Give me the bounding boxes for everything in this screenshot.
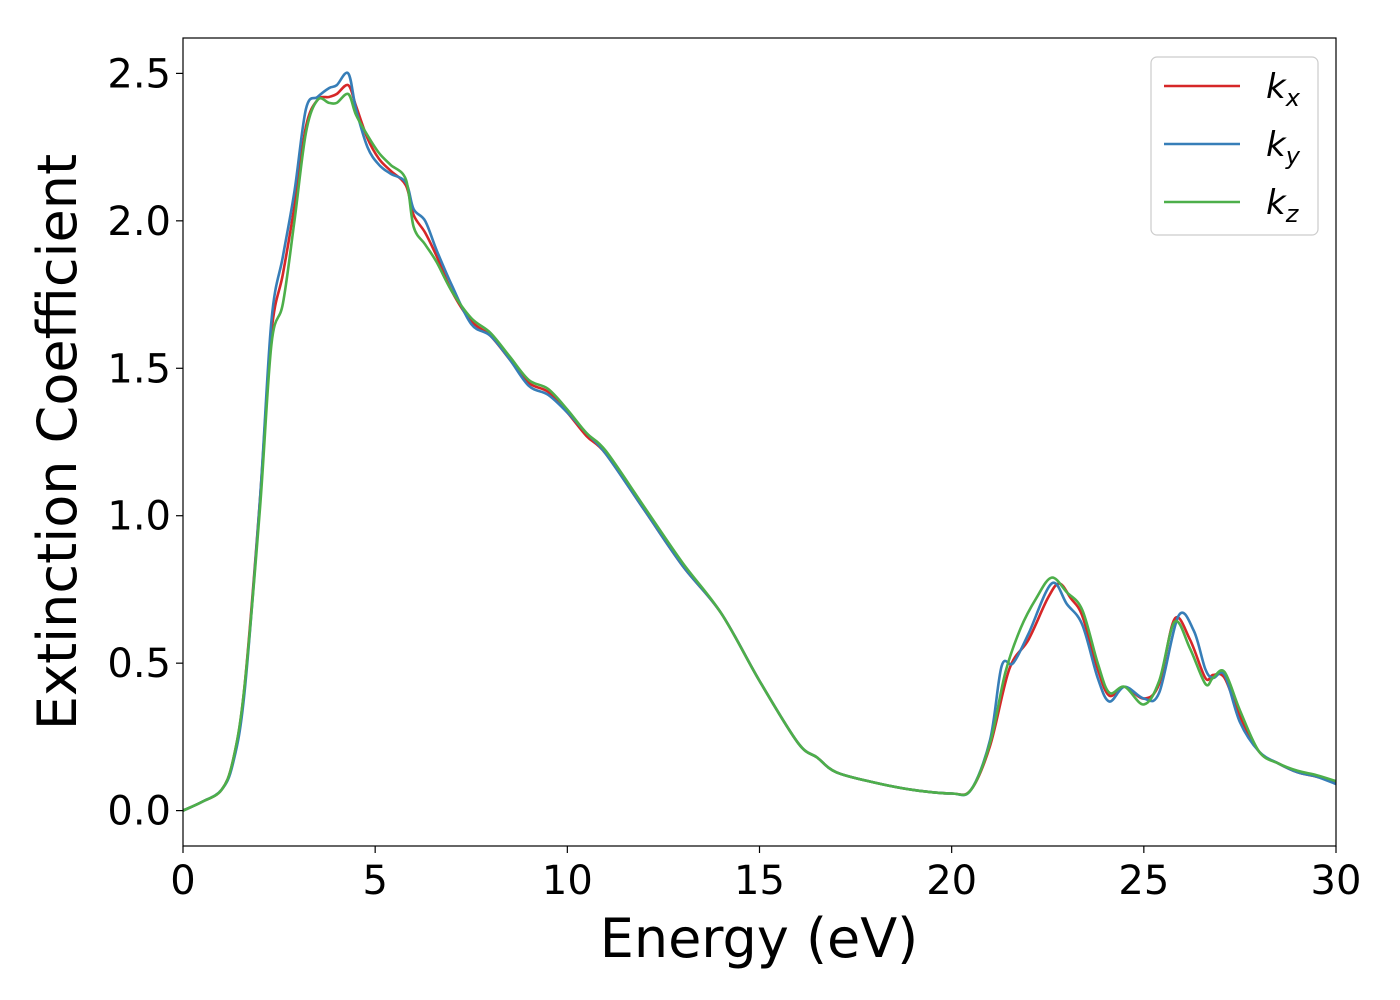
- y-tick-label: 0.0: [107, 789, 171, 835]
- series-layer: [183, 71, 1336, 812]
- y-tick-label: 1.5: [107, 346, 171, 392]
- x-tick-label: 30: [1311, 858, 1362, 904]
- x-axis: 0 5 10 15 20 25 30: [170, 846, 1361, 904]
- series-line-kz: [183, 92, 1336, 812]
- legend-label-kx: kx: [1266, 67, 1301, 112]
- y-tick-label: 0.5: [107, 641, 171, 687]
- x-tick-label: 5: [362, 858, 387, 904]
- x-tick-label: 20: [926, 858, 977, 904]
- x-tick-label: 10: [542, 858, 593, 904]
- legend-label-ky: ky: [1266, 125, 1301, 170]
- legend: kx ky kz: [1150, 56, 1319, 236]
- series-line-ky: [183, 71, 1336, 812]
- legend-label-kz: kz: [1266, 183, 1300, 228]
- x-tick-label: 25: [1118, 858, 1169, 904]
- y-tick-label: 1.0: [107, 494, 171, 540]
- x-axis-label: Energy (eV): [600, 907, 919, 970]
- y-tick-label: 2.5: [107, 51, 171, 97]
- legend-box: [1150, 56, 1319, 236]
- x-tick-label: 0: [170, 858, 195, 904]
- x-tick-label: 15: [734, 858, 785, 904]
- y-axis: 0.0 0.5 1.0 1.5 2.0 2.5: [107, 51, 183, 835]
- y-tick-label: 2.0: [107, 199, 171, 245]
- y-axis-label: Extinction Coefficient: [26, 154, 89, 730]
